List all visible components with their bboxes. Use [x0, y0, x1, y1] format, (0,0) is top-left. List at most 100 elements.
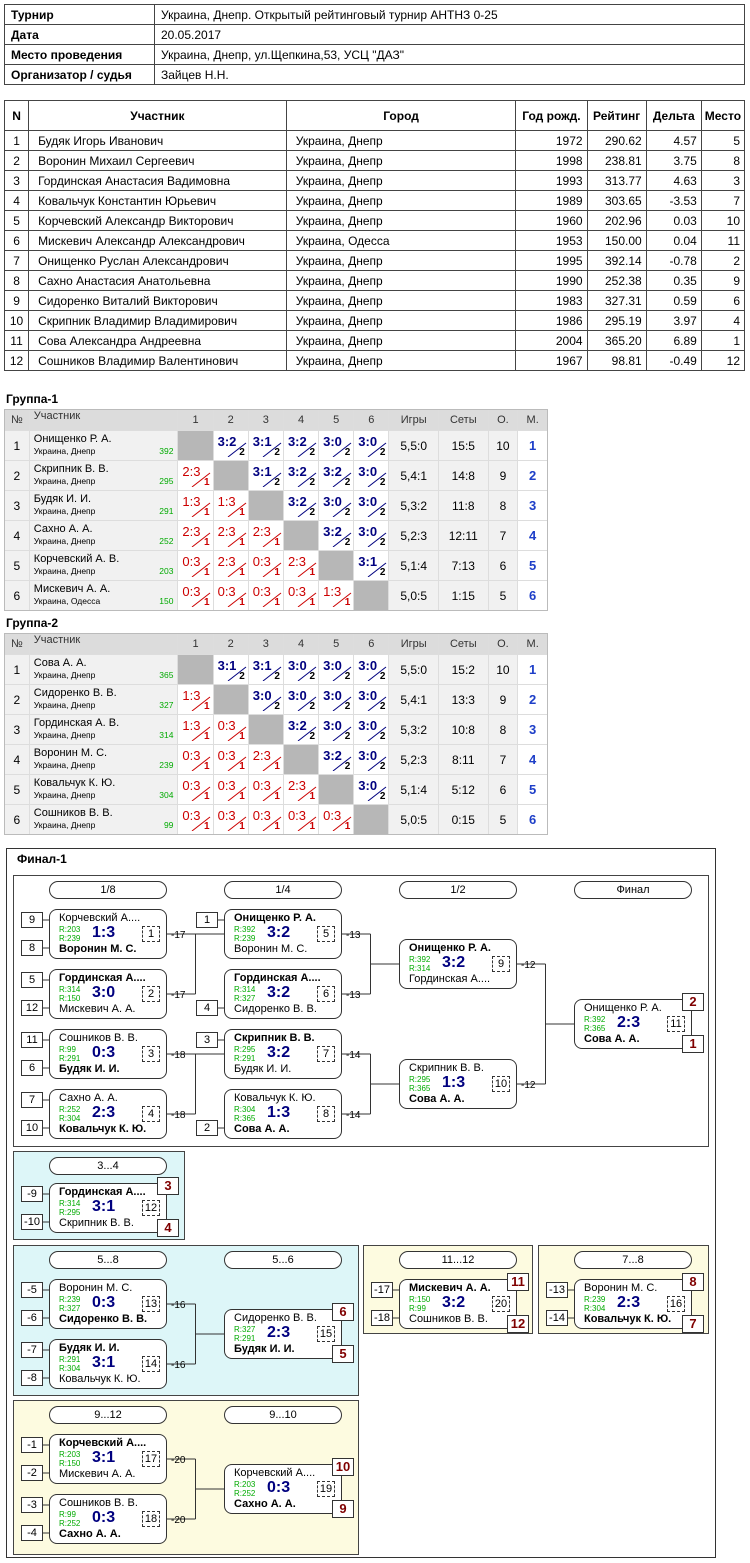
group-games: 5,3:2: [388, 715, 438, 744]
participant-cell: 10: [3, 310, 30, 331]
match-score: 3:2: [287, 494, 307, 509]
match-number: 18: [142, 1511, 160, 1527]
participant-cell: 365.20: [586, 330, 647, 351]
info-value: Зайцев Н.Н.: [154, 64, 745, 85]
participant-cell: 1983: [515, 290, 588, 311]
participant-row: 2 Воронин Михаил Сергеевич Украина, Днепр 1…: [3, 150, 746, 171]
participant-row: 9 Сидоренко Виталий Викторович Украина, Дн…: [3, 290, 746, 311]
seed-number: -1: [21, 1437, 43, 1453]
participant-cell: 7: [700, 190, 746, 211]
seed-number: -13: [546, 1282, 568, 1298]
round-label: 9...10: [224, 1406, 342, 1424]
score-slash: [262, 472, 282, 487]
match-result-cell: 1:3 1: [212, 491, 248, 520]
seed-number: -8: [21, 1370, 43, 1386]
match-rating-2: R:365: [584, 1024, 606, 1033]
group-games: 5,1:4: [388, 775, 438, 804]
match-rating-2: R:365: [234, 1114, 256, 1123]
group-row: 1 Онищенко Р. А. Украина, Днепр 392 3:2 2 3:1 2…: [5, 430, 548, 460]
match-points: 1: [239, 791, 245, 802]
seed-number: 3: [196, 1032, 218, 1048]
participants-table: N Участник Город Год рожд. Рейтинг Дельта Мест…: [3, 100, 746, 371]
participant-cell: 290.62: [586, 130, 647, 151]
group-points: 10: [487, 655, 518, 684]
match-points: 1: [204, 567, 210, 578]
match-score: 2:3: [617, 1294, 641, 1311]
match-points: 2: [309, 731, 316, 742]
match-result-cell: 0:3 1: [282, 805, 318, 834]
participant-city-line: Украина, Днепр 304: [34, 790, 178, 801]
group-header-cell: 2: [212, 410, 248, 430]
bracket-lines: [43, 919, 574, 1534]
match-result-cell: 3:0 2: [353, 431, 388, 460]
group-games: 5,0:5: [388, 805, 438, 834]
score-slash: [297, 666, 317, 681]
participant-cell: 9: [3, 290, 30, 311]
participant-city: Украина, Днепр: [33, 790, 96, 800]
final-place-2: 7: [682, 1315, 704, 1333]
match-score: 0:3: [287, 808, 307, 823]
participant-rating: 304: [159, 790, 174, 800]
match-score: 0:3: [252, 584, 271, 599]
participant-rating: 99: [163, 820, 174, 830]
match-number: 11: [667, 1016, 685, 1032]
participant-cell: 7: [3, 250, 30, 271]
match-points: 1: [274, 537, 280, 548]
match-player-1: Скрипник В. В.: [234, 1032, 315, 1044]
participant-rating: 392: [159, 446, 174, 456]
match-points: 2: [239, 447, 245, 458]
match-score: 3:1: [252, 464, 272, 479]
match-rating-2: R:150: [59, 994, 81, 1003]
group-row-number: 3: [5, 491, 29, 520]
match-score: 3:0: [358, 494, 378, 509]
self-cell: [212, 685, 248, 714]
match-points: 1: [204, 597, 210, 608]
group-row: 6 Сошников В. В. Украина, Днепр 99 0:3 1 0:3 1 0…: [5, 804, 548, 834]
score-slash: [332, 442, 352, 457]
score-slash: [227, 532, 246, 547]
group-participant: Сахно А. А. Украина, Днепр 252: [28, 521, 178, 550]
participant-cell: 4: [3, 190, 30, 211]
score-slash: [262, 756, 282, 771]
match-result-cell: 3:1 2: [247, 655, 283, 684]
match-number: 13: [142, 1296, 160, 1312]
match-score: 3:1: [92, 1354, 116, 1371]
participant-cell: 12: [3, 350, 30, 371]
loser-reference: -12: [521, 1080, 536, 1091]
match-score: 1:3: [217, 494, 236, 509]
participant-name: Гординская А. В.: [33, 717, 120, 729]
match-player-2: Ковальчук К. Ю.: [59, 1123, 147, 1135]
score-slash: [367, 442, 387, 457]
match-rating-2: R:304: [59, 1364, 81, 1373]
match-rating-2: R:291: [234, 1054, 256, 1063]
loser-reference: -14: [346, 1050, 361, 1061]
bracket-match: Гординская А.... R:314 R:295 3:1 12 Скрипник …: [49, 1183, 167, 1233]
group-header: № Участник 1 2 3 4 5 6 Игры Сеты О. М.: [5, 410, 547, 430]
match-player-1: Гординская А....: [59, 1186, 146, 1198]
group-header-cell: О.: [487, 634, 518, 654]
match-score: 3:0: [358, 658, 378, 673]
match-score: 3:2: [267, 984, 291, 1001]
group-place: 6: [517, 581, 548, 610]
participant-name: Будяк И. И.: [33, 493, 92, 505]
match-result-cell: 1:3 1: [177, 491, 212, 520]
final-place-1: 8: [682, 1273, 704, 1291]
participant-row: 10 Скрипник Владимир Владимирович Украина,…: [3, 310, 746, 331]
match-points: 1: [204, 701, 210, 712]
match-number: 4: [142, 1106, 160, 1122]
match-player-1: Сошников В. В.: [59, 1497, 138, 1509]
participant-cell: 3.97: [645, 310, 702, 331]
bracket-match: Мискевич А. А. R:150 R:99 3:2 20 Сошников В. …: [399, 1279, 517, 1329]
group-row-number: 1: [5, 431, 29, 460]
participant-cell: 1967: [515, 350, 588, 371]
score-slash: [332, 502, 352, 517]
group-header-cell: Сеты: [438, 410, 488, 430]
final-place-2: 9: [332, 1500, 354, 1518]
group-row: 3 Будяк И. И. Украина, Днепр 291 1:3 1 1:3 1 3:2…: [5, 490, 548, 520]
participant-cell: 0.03: [645, 210, 702, 231]
match-score: 1:3: [267, 1104, 291, 1121]
info-key: Турнир: [4, 4, 155, 25]
group-row: 4 Воронин М. С. Украина, Днепр 239 0:3 1 0:3 1 2…: [5, 744, 548, 774]
match-number: 2: [142, 986, 160, 1002]
match-result-cell: 0:3 1: [247, 775, 283, 804]
